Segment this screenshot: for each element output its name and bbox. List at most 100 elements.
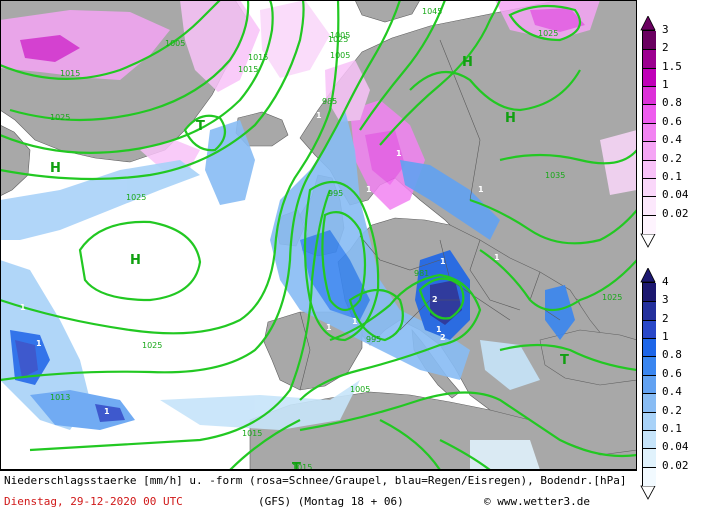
precip-contour-labels: 1 1 1 1 1 1 1 2 1 1 1 1 2 1 [20, 111, 500, 416]
legend-color-step [643, 122, 656, 143]
isobar-label: 1015 [248, 53, 268, 62]
legend-label: 0.4 [662, 385, 682, 399]
map-caption: Niederschlagsstaerke [mm/h] u. -form (ro… [0, 470, 637, 513]
isobar-label: 1025 [126, 193, 146, 202]
isobar-label: 1015 [242, 429, 262, 438]
legend-label: 0.8 [662, 96, 682, 110]
legend-label: 0.02 [662, 458, 689, 472]
precip-label: 1 [20, 303, 26, 312]
high-pressure-marker: H [462, 55, 473, 70]
precip-label: 1 [326, 323, 332, 332]
isobar-label: 1035 [545, 171, 565, 180]
precip-label: 1 [36, 339, 42, 348]
isobar-label: 1015 [60, 69, 80, 78]
precip-label: 1 [436, 325, 442, 334]
caption-date: Dienstag, 29-12-2020 00 UTC [4, 495, 183, 508]
legend-label: 3 [662, 293, 669, 307]
legend-color-step [643, 393, 656, 413]
isobar-label: 1025 [50, 113, 70, 122]
isobar-label: 1025 [142, 341, 162, 350]
legend-color-step [643, 448, 656, 468]
isobar-label: 1045 [422, 7, 442, 16]
legend-label: 4 [662, 275, 669, 288]
legend-label: 0.1 [662, 421, 682, 435]
precipitation-pressure-map: 1005 1015 1015 1005 1015 1025 1025 1025 … [0, 0, 637, 470]
legend-label: 3 [662, 23, 669, 36]
precip-label: 1 [352, 317, 358, 326]
high-pressure-marker: H [505, 111, 516, 126]
legend-color-step [643, 466, 656, 486]
isobar-label: 1025 [538, 29, 558, 38]
isobar-label: 1005 [350, 385, 370, 394]
legend-label: 0.6 [662, 366, 682, 380]
copyright-icon: © [484, 495, 491, 508]
legend-label: 0.02 [662, 206, 689, 220]
rain-color-bar [642, 282, 656, 486]
high-pressure-marker: H [130, 253, 141, 268]
legend-label: 1.5 [662, 59, 682, 73]
isobar-label: 1013 [50, 393, 70, 402]
legend-label: 0.1 [662, 169, 682, 183]
legend-label: 2 [662, 311, 669, 325]
precip-label: 1 [440, 257, 446, 266]
caption-credit: © www.wetter3.de [484, 495, 590, 508]
legend-label: 0.2 [662, 403, 682, 417]
pressure-centers: H H H H T T T [50, 55, 569, 470]
legend-label: 0.6 [662, 114, 682, 128]
legend-label: 0.4 [662, 133, 682, 147]
legend-color-step [643, 104, 656, 124]
legend-color-step [643, 67, 656, 88]
high-pressure-marker: H [50, 161, 61, 176]
isobar-label: 995 [366, 335, 381, 344]
isobar-label: 1005 [330, 51, 350, 60]
legend-color-step [643, 338, 656, 358]
snow-intensity-legend: 3 2 1.5 1 0.8 0.6 0.4 0.2 0.1 0.04 0.02 [640, 16, 689, 248]
caption-credit-text: www.wetter3.de [497, 495, 590, 508]
legend-color-step [643, 196, 656, 216]
legend-label: 0.04 [662, 440, 689, 454]
legend-color-step [643, 214, 656, 234]
legend-color-step [643, 301, 656, 321]
legend-color-step [643, 356, 656, 376]
isobar-labels: 1005 1015 1015 1005 1015 1025 1025 1025 … [50, 7, 622, 470]
snow-areas [0, 0, 637, 210]
legend-color-step [643, 177, 656, 198]
low-pressure-marker: T [292, 461, 301, 470]
precip-label: 1 [494, 253, 500, 262]
precip-label: 1 [396, 149, 402, 158]
isobar-label: 1015 [292, 463, 312, 470]
legend-color-step [643, 429, 656, 450]
isobars [0, 0, 637, 470]
legend-color-step [643, 159, 656, 179]
isobar-label: 1005 [330, 31, 350, 40]
isobar-label: 981 [414, 269, 429, 278]
legend-color-step [643, 411, 656, 431]
isobar-label: 1025 [328, 35, 348, 44]
rain-intensity-legend: 4 3 2 1 0.8 0.6 0.4 0.2 0.1 0.04 0.02 [640, 268, 689, 500]
isobar-label: 1025 [602, 293, 622, 302]
isobar-label: 1005 [165, 39, 185, 48]
low-pressure-marker: T [560, 353, 569, 368]
precip-label: 2 [432, 295, 438, 304]
snow-color-bar [642, 30, 656, 234]
legend-label: 0.2 [662, 151, 682, 165]
legend-color-step [643, 319, 656, 340]
isobar-label: 985 [322, 97, 337, 106]
legend-label: 0.04 [662, 188, 689, 202]
legend-color-step [643, 283, 656, 302]
legend-color-step [643, 141, 656, 161]
isobar-label: 1015 [238, 65, 258, 74]
low-pressure-marker: T [196, 119, 205, 134]
legend-label: 1 [662, 330, 669, 344]
legend-color-step [643, 49, 656, 69]
legend-color-step [643, 86, 656, 106]
caption-description: Niederschlagsstaerke [mm/h] u. -form (ro… [4, 474, 627, 487]
legend-label: 2 [662, 41, 669, 55]
precip-label: 1 [366, 185, 372, 194]
legend-color-step [643, 31, 656, 50]
precip-label: 1 [104, 407, 110, 416]
country-borders [299, 39, 561, 391]
legend-label: 0.8 [662, 348, 682, 362]
precip-label: 1 [316, 111, 322, 120]
